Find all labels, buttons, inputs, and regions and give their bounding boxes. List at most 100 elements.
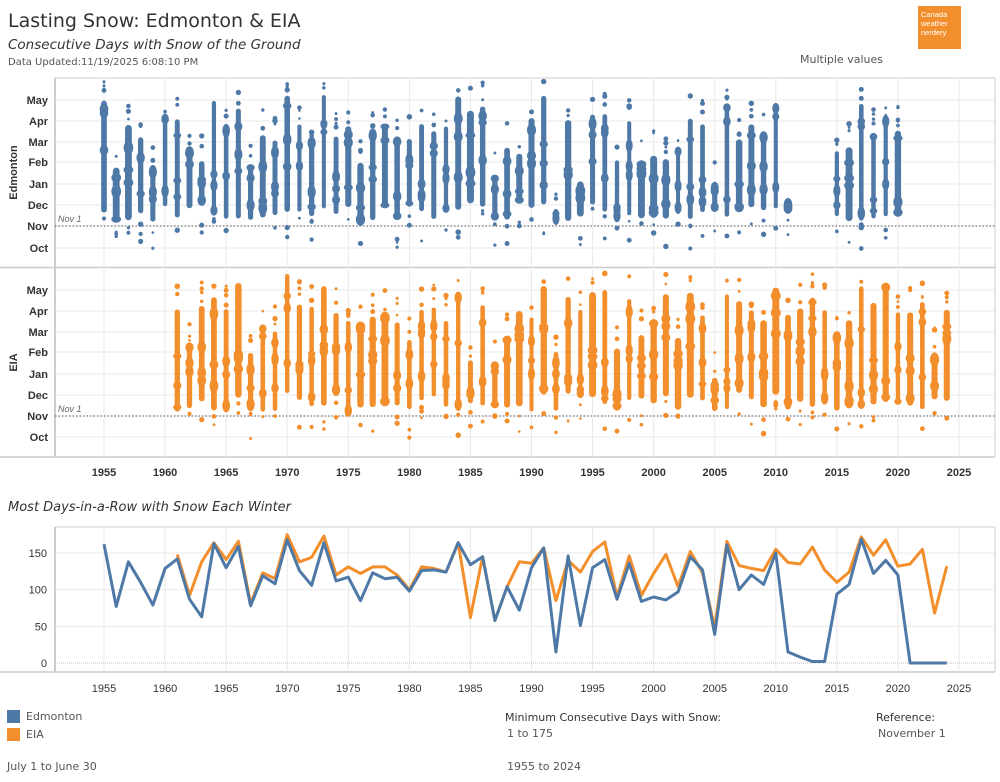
snow-event-dot (235, 89, 242, 96)
reference-line-label: Nov 1 (58, 404, 82, 414)
snow-event-dot (663, 412, 669, 419)
snow-strip-edmonton (650, 155, 658, 218)
snow-event-dot (420, 239, 424, 243)
snow-event-dot (517, 430, 521, 433)
snow-strip-edmonton (101, 100, 107, 213)
snow-event-dot (639, 414, 643, 418)
snow-strip-bulge (430, 360, 438, 369)
snow-strip-bulge (894, 398, 902, 405)
snow-event-dot (834, 229, 839, 234)
snow-strip-bulge (478, 154, 487, 166)
snow-event-dot (383, 307, 387, 312)
snow-event-dot (431, 286, 437, 292)
snow-event-dot (261, 309, 265, 313)
y-tick-label: Feb (28, 157, 48, 169)
snow-event-dot (589, 96, 596, 103)
snow-strip-bulge (393, 384, 402, 392)
snow-strip-bulge (747, 322, 756, 334)
snow-event-dot (762, 231, 766, 236)
snow-strip-bulge (905, 365, 915, 376)
y-tick-label: 50 (35, 621, 47, 633)
min-days-filter-value[interactable]: 1 to 175 (507, 727, 554, 740)
snow-event-dot (578, 290, 583, 295)
snow-strip-bulge (698, 175, 707, 184)
snow-strip-bulge (795, 345, 805, 358)
snow-event-dot (505, 412, 509, 416)
snow-event-dot (199, 222, 205, 228)
snow-strip-edmonton (321, 95, 326, 209)
snow-event-dot (223, 302, 229, 308)
snow-strip-bulge (723, 382, 731, 394)
filter-multiple-values[interactable]: Multiple values (800, 53, 883, 66)
snow-strip-bulge (882, 178, 890, 191)
x-tick-label: 2010 (764, 683, 788, 695)
snow-strip-bulge (576, 373, 585, 386)
snow-strip-bulge (380, 396, 390, 407)
snow-strip-bulge (698, 380, 707, 388)
snow-event-dot (444, 119, 448, 123)
snow-event-dot (334, 117, 339, 122)
snow-strip-bulge (758, 367, 769, 379)
snow-strip-bulge (868, 383, 879, 395)
snow-strip-bulge (271, 352, 279, 366)
snow-strip-bulge (246, 173, 255, 183)
snow-event-dot (138, 122, 143, 127)
snow-strip-bulge (734, 377, 744, 389)
logo-line: nerdery (921, 28, 947, 37)
snow-event-dot (297, 292, 302, 296)
snow-event-dot (785, 416, 791, 422)
snow-strip-bulge (123, 165, 134, 174)
y-tick-label: Mar (28, 327, 48, 339)
snow-strip-bulge (319, 324, 329, 335)
snow-strip-bulge (295, 140, 304, 151)
snow-event-dot (114, 154, 118, 158)
year-range-filter-value[interactable]: 1955 to 2024 (507, 760, 582, 773)
snow-strip-bulge (282, 102, 292, 110)
snow-strip-bulge (648, 372, 659, 381)
snow-event-dot (199, 133, 205, 139)
snow-strip-bulge (222, 171, 230, 179)
snow-strip-bulge (99, 145, 109, 156)
x-tick-label: 1995 (580, 467, 604, 479)
snow-event-dot (273, 122, 277, 126)
snow-strip-eia (920, 302, 925, 410)
snow-strip-bulge (808, 315, 817, 322)
reference-value[interactable]: November 1 (878, 727, 946, 740)
snow-event-dot (492, 222, 497, 227)
y-tick-label: Apr (29, 116, 49, 128)
snow-strip-bulge (148, 165, 157, 179)
snow-strip-bulge (857, 399, 866, 409)
snow-strip-bulge (392, 136, 402, 147)
snow-strip-bulge (588, 157, 597, 166)
snow-strip-bulge (210, 205, 218, 216)
snow-event-dot (627, 219, 631, 223)
snow-strip-edmonton (211, 100, 217, 214)
canada-weather-nerdery-logo[interactable]: Canada weather nerdery (918, 6, 961, 49)
snow-event-dot (199, 230, 204, 235)
snow-strip-bulge (453, 170, 463, 184)
snow-strip-eia (834, 334, 840, 411)
snow-event-dot (174, 283, 181, 290)
snow-strip-bulge (710, 396, 720, 405)
snow-event-dot (273, 226, 277, 230)
snow-event-dot (298, 109, 301, 112)
snow-strip-edmonton (541, 95, 547, 205)
snow-strip-eia (809, 297, 816, 407)
legend-item-eia[interactable]: EIA (7, 728, 44, 741)
snow-event-dot (577, 235, 583, 241)
snow-event-dot (419, 108, 424, 113)
snow-strip-bulge (893, 195, 903, 209)
snow-strip-bulge (734, 352, 744, 365)
snow-strip-bulge (343, 136, 353, 149)
snow-strip-bulge (430, 332, 438, 341)
snow-event-dot (700, 100, 705, 106)
snow-strip-bulge (246, 362, 255, 377)
snow-strip-bulge (258, 159, 268, 174)
x-tick-label: 2000 (641, 467, 665, 479)
legend-item-edmonton[interactable]: Edmonton (7, 710, 82, 723)
snow-event-dot (419, 404, 425, 410)
snow-event-dot (333, 124, 339, 130)
snow-event-dot (626, 98, 632, 103)
snow-event-dot (798, 300, 803, 305)
snow-event-dot (761, 218, 766, 223)
